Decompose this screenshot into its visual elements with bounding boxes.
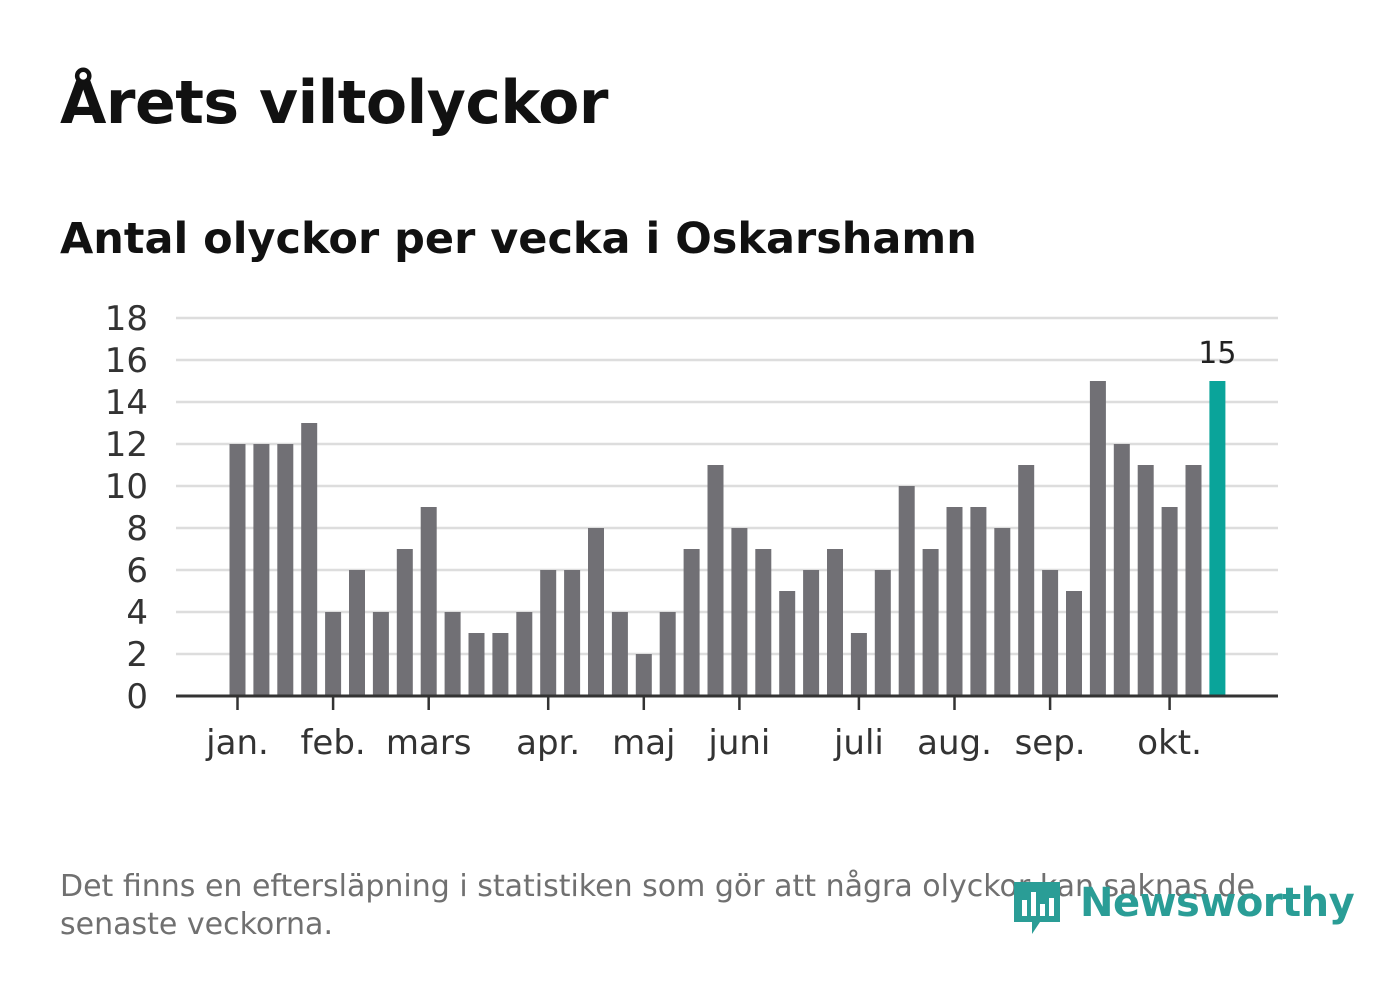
bar xyxy=(611,612,628,696)
bar xyxy=(994,528,1011,696)
x-tick-label: jan. xyxy=(205,723,269,763)
x-tick-label: feb. xyxy=(300,723,365,763)
y-tick-label: 0 xyxy=(126,677,148,717)
gridlines xyxy=(176,316,1278,656)
y-tick-label: 12 xyxy=(105,425,148,465)
bar xyxy=(588,528,604,696)
bar xyxy=(827,549,843,696)
chart-subtitle: Antal olyckor per vecka i Oskarshamn xyxy=(60,214,977,264)
bar xyxy=(970,507,987,696)
y-tick-label: 18 xyxy=(105,299,148,339)
bar xyxy=(1042,570,1059,696)
bar xyxy=(922,549,939,696)
bar xyxy=(277,444,294,696)
bar xyxy=(516,612,533,696)
bar xyxy=(635,654,652,696)
y-tick-label: 10 xyxy=(105,467,148,507)
bar xyxy=(1113,444,1130,696)
bar xyxy=(253,444,270,696)
data-labels: 15 xyxy=(1198,336,1236,371)
bar xyxy=(1066,591,1082,696)
bar xyxy=(946,507,963,696)
bar xyxy=(396,549,413,696)
y-tick-label: 4 xyxy=(126,593,148,633)
bar xyxy=(1089,381,1106,696)
x-tick-label: mars xyxy=(386,723,472,763)
bar xyxy=(755,549,772,696)
bar xyxy=(659,612,676,696)
x-tick-label: okt. xyxy=(1137,723,1202,763)
bar-highlight xyxy=(1209,381,1226,696)
bar xyxy=(1018,465,1035,696)
x-tick-label: juni xyxy=(707,723,770,763)
bar xyxy=(564,570,581,696)
y-tick-label: 6 xyxy=(126,551,148,591)
bar xyxy=(1185,465,1202,696)
x-tick-label: apr. xyxy=(516,723,580,763)
x-tick-label: juli xyxy=(833,723,884,763)
bar xyxy=(803,570,820,696)
y-tick-label: 8 xyxy=(126,509,148,549)
x-tick-label: maj xyxy=(612,723,675,763)
data-label-latest: 15 xyxy=(1198,336,1236,371)
newsworthy-logo-icon xyxy=(1014,882,1060,934)
bar xyxy=(898,486,915,696)
x-tick-label: sep. xyxy=(1015,723,1086,763)
bar xyxy=(349,570,365,696)
y-tick-label: 16 xyxy=(105,341,148,381)
bar xyxy=(1161,507,1178,696)
bar xyxy=(850,633,867,696)
bar xyxy=(420,507,437,696)
bar xyxy=(683,549,700,696)
chart-title: Årets viltolyckor xyxy=(60,68,609,138)
bar xyxy=(229,444,246,696)
x-tick-label: aug. xyxy=(917,723,992,763)
bar xyxy=(492,633,509,696)
bar xyxy=(468,633,485,696)
newsworthy-logo: Newsworthy xyxy=(1010,878,1355,942)
y-tick-label: 2 xyxy=(126,635,148,675)
bar xyxy=(372,612,389,696)
bar xyxy=(731,528,748,696)
bar xyxy=(707,465,724,696)
bar xyxy=(540,570,557,696)
y-tick-label: 14 xyxy=(105,383,148,423)
x-axis: jan. feb. mars apr. maj juni juli aug. sep. okt. xyxy=(176,694,1278,763)
bar xyxy=(779,591,796,696)
brand-name: Newsworthy xyxy=(1080,880,1355,926)
bar xyxy=(1137,465,1154,696)
bar xyxy=(325,612,342,696)
bar xyxy=(301,423,318,696)
bar xyxy=(874,570,891,696)
bar xyxy=(444,612,461,696)
bars xyxy=(229,381,1226,696)
